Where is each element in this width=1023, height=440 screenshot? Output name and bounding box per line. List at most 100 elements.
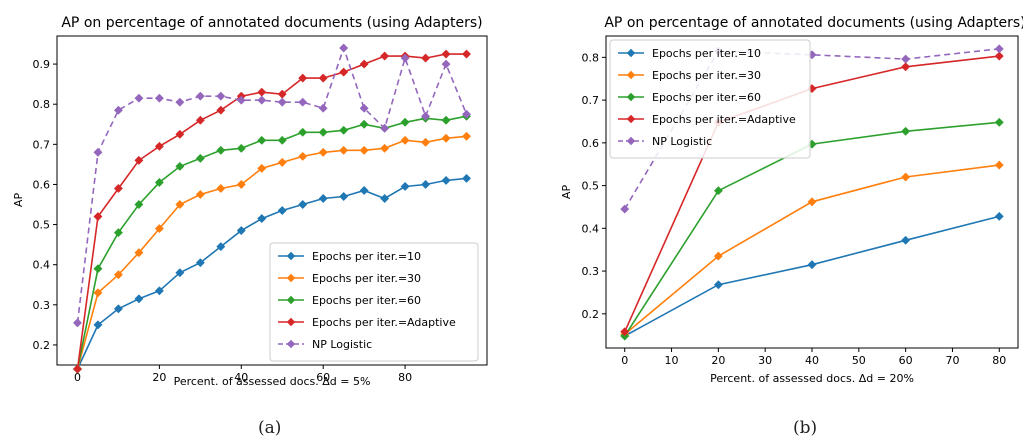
x-tick-label: 0 [74,371,81,384]
data-point [154,177,164,187]
data-point [298,199,308,210]
y-tick-label: 0.3 [582,265,600,278]
data-point [359,59,369,69]
y-tick-label: 0.9 [33,58,51,71]
data-point [994,117,1004,127]
chart-a-x-ticks: 0 20 40 60 80 [74,365,412,384]
data-point [134,199,144,210]
data-point [713,186,723,196]
chart-b-y-ticks: 0.2 0.3 0.4 0.5 0.6 0.7 0.8 [582,51,606,321]
legend-label: Epochs per iter.=10 [312,250,421,263]
data-point [257,214,267,224]
data-point [298,151,308,161]
series-line [76,135,467,370]
data-point [620,327,630,337]
x-tick-label: 50 [852,354,866,367]
data-point [175,97,185,107]
data-point [195,189,205,200]
data-point [216,91,226,101]
y-tick-label: 0.4 [582,222,600,235]
legend-label: Epochs per iter.=60 [312,294,421,307]
data-point [277,157,287,167]
data-point [461,173,472,183]
data-point [216,242,226,252]
chart-a-y-label: AP [12,193,25,208]
y-tick-label: 0.2 [582,308,600,321]
legend-label: NP Logistic [652,135,712,148]
data-point [154,224,164,234]
legend-label: NP Logistic [312,338,372,351]
caption-b: (b) [793,418,818,438]
caption-a: (a) [258,418,282,438]
data-point [236,179,246,190]
x-tick-label: 40 [234,371,248,384]
legend-marker [626,48,636,58]
legend-marker [286,317,296,327]
data-point [175,161,185,171]
y-tick-label: 0.3 [33,299,51,312]
data-point [359,185,369,196]
data-point [93,288,103,298]
legend-label: Epochs per iter.=30 [312,272,421,285]
y-tick-label: 0.5 [582,180,600,193]
data-point [380,143,390,153]
data-point [901,62,911,72]
data-point [154,286,164,296]
legend-label: Epochs per iter.=30 [652,69,761,82]
data-point [134,248,144,258]
data-point [807,260,817,270]
data-point [400,135,410,145]
data-point [93,264,103,274]
data-point [421,111,431,121]
data-point [257,87,267,97]
x-tick-label: 20 [152,371,166,384]
legend-marker [286,339,296,349]
chart-b-x-label: Percent. of assessed docs. Δd = 20% [710,372,914,385]
legend-marker [626,70,636,80]
chart-b-y-label: AP [560,185,573,200]
data-point [216,145,226,155]
x-tick-label: 60 [899,354,913,367]
x-tick-label: 70 [945,354,959,367]
data-point [359,103,369,113]
data-point [441,49,451,59]
data-point [441,175,451,185]
data-point [339,145,349,155]
x-tick-label: 20 [711,354,725,367]
series-line [624,215,1000,337]
y-tick-label: 0.8 [33,98,51,111]
data-point [901,54,911,64]
data-point [93,147,103,157]
data-point [134,294,144,304]
legend-marker [286,295,296,305]
data-point [318,127,328,137]
y-tick-label: 0.7 [33,138,51,151]
data-point [318,147,328,157]
legend-marker [286,251,296,261]
data-point [113,304,123,314]
data-point [93,320,103,330]
x-tick-label: 0 [621,354,628,367]
data-point [277,135,287,145]
data-point [994,51,1004,61]
data-point [901,172,911,182]
data-point [236,143,246,153]
data-point [113,105,123,115]
data-point [318,193,328,204]
data-point [620,204,630,214]
chart-a-legend: Epochs per iter.=10 Epochs per iter.=30 Ep… [269,242,479,362]
data-point [400,53,410,63]
y-tick-label: 0.6 [33,178,51,191]
legend-marker [626,114,636,124]
data-point [400,181,410,192]
data-point [713,280,723,290]
data-point [175,268,185,278]
legend-label: Epochs per iter.=Adaptive [652,113,796,126]
data-point [421,53,431,63]
series-line [76,177,467,370]
data-point [807,197,817,207]
data-point [339,125,349,135]
y-tick-label: 0.5 [33,219,51,232]
data-point [441,133,451,143]
data-point [236,95,246,105]
